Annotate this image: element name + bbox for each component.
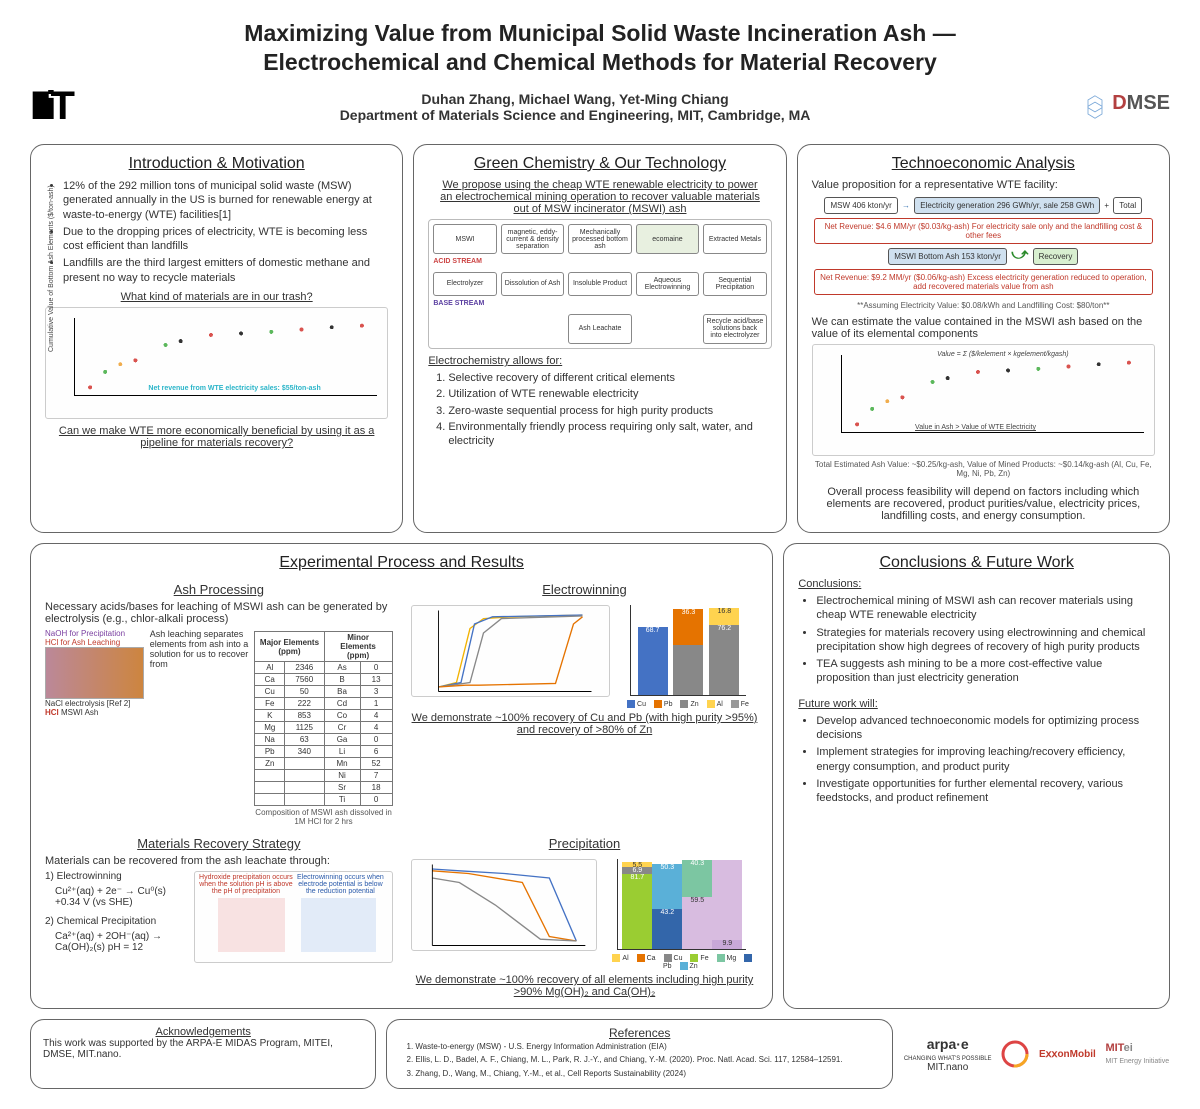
process-diagram: MSWI magnetic, eddy-current & density se…: [428, 219, 771, 349]
electro-result: We demonstrate ~100% recovery of Cu and …: [411, 712, 759, 736]
allows-head: Electrochemistry allows for:: [428, 355, 771, 367]
intro-chart: Cumulative Value of Bottom Ash Elements …: [45, 307, 388, 419]
intro-box: Introduction & Motivation 12% of the 292…: [30, 144, 403, 533]
ash-processing: Ash Processing Necessary acids/bases for…: [45, 578, 393, 826]
intro-title: Introduction & Motivation: [45, 155, 388, 173]
intro-q1: What kind of materials are in our trash?: [45, 291, 388, 303]
green-title: Green Chemistry & Our Technology: [428, 155, 771, 173]
mit-logo: IIIiT: [30, 84, 69, 129]
tea-est: We can estimate the value contained in t…: [812, 316, 1155, 340]
mrl-icon: [1001, 1040, 1029, 1068]
recovery-chart: Hydroxide precipitation occurs when the …: [194, 871, 393, 963]
dmse-logo: DMSE: [1081, 92, 1170, 120]
precipitation: Precipitation: [411, 832, 759, 998]
poster-title-1: Maximizing Value from Municipal Solid Wa…: [30, 20, 1170, 47]
conclusions-head: Conclusions:: [798, 578, 1155, 590]
department: Department of Materials Science and Engi…: [69, 107, 1081, 123]
exp-title: Experimental Process and Results: [45, 554, 758, 572]
refs-box: References Waste-to-energy (MSW) - U.S. …: [386, 1019, 893, 1089]
future-head: Future work will:: [798, 698, 1155, 710]
electro-line-chart: [411, 605, 610, 697]
tea-footer: Overall process feasibility will depend …: [812, 486, 1155, 522]
precip-line-chart: [411, 859, 598, 951]
tea-assumption: **Assuming Electricity Value: $0.08/kWh …: [812, 301, 1155, 310]
concl-title: Conclusions & Future Work: [798, 554, 1155, 572]
sponsor-logos: arpa·eCHANGING WHAT'S POSSIBLEMIT.nano E…: [903, 1019, 1170, 1089]
intro-b3: Landfills are the third largest emitters…: [63, 256, 388, 285]
experimental-box: Experimental Process and Results Ash Pro…: [30, 543, 773, 1009]
green-box: Green Chemistry & Our Technology We prop…: [413, 144, 786, 533]
electro-bar-chart: 68.7 36.3 16.876.2 Cu Pb Zn Al Fe: [618, 601, 759, 708]
recovery-strategy: Materials Recovery Strategy Materials ca…: [45, 832, 393, 998]
electrowinning: Electrowinning: [411, 578, 759, 826]
tea-lead: Value proposition for a representative W…: [812, 179, 1155, 191]
precip-bar-chart: 5.5 6.9 81.7 50.3 43.2 40.3: [605, 855, 758, 970]
tea-title: Technoeconomic Analysis: [812, 155, 1155, 173]
intro-b2: Due to the dropping prices of electricit…: [63, 225, 388, 254]
precip-result: We demonstrate ~100% recovery of all ele…: [411, 974, 759, 998]
intro-q2: Can we make WTE more economically benefi…: [45, 425, 388, 449]
poster-title-2: Electrochemical and Chemical Methods for…: [30, 49, 1170, 76]
intro-b1: 12% of the 292 million tons of municipal…: [63, 179, 388, 222]
composition-table: Major Elements (ppm)Minor Elements (ppm)…: [254, 631, 392, 806]
tea-caption: Total Estimated Ash Value: ~$0.25/kg-ash…: [812, 460, 1155, 478]
conclusions-box: Conclusions & Future Work Conclusions: E…: [783, 543, 1170, 1009]
ack-box: Acknowledgements This work was supported…: [30, 1019, 376, 1089]
tea-chart: Value = Σ ($/kelement × kgelement/kgash)…: [812, 344, 1155, 456]
tea-flowchart: MSW 406 kton/yr → Electricity generation…: [812, 195, 1155, 297]
tea-box: Technoeconomic Analysis Value propositio…: [797, 144, 1170, 533]
green-proposal: We propose using the cheap WTE renewable…: [438, 179, 761, 215]
authors: Duhan Zhang, Michael Wang, Yet-Ming Chia…: [69, 91, 1081, 107]
